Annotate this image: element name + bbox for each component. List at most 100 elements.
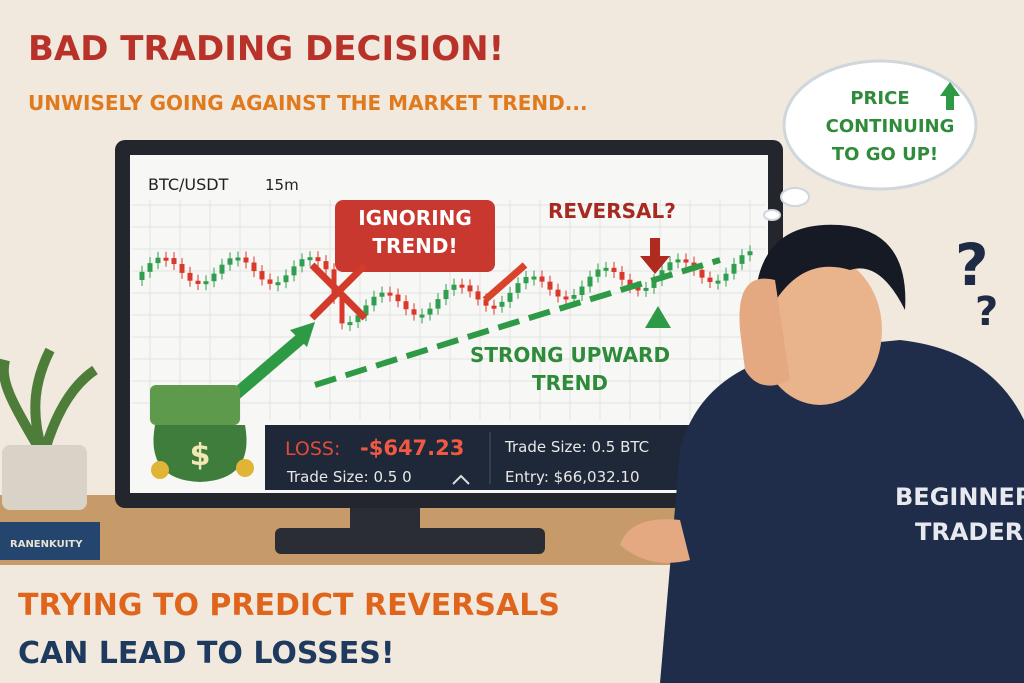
plant (0, 347, 98, 510)
candle (355, 315, 361, 323)
person: ? ? (620, 224, 1024, 683)
trend-label: TREND (532, 371, 608, 395)
candle (675, 259, 681, 263)
candle (467, 285, 473, 292)
candle (323, 261, 329, 270)
candle (459, 284, 465, 288)
candle (267, 279, 273, 284)
cross (309, 262, 368, 321)
candle (747, 251, 753, 256)
candle (547, 281, 553, 290)
trend-line (314, 257, 721, 388)
candle (435, 299, 441, 309)
up-marker (645, 306, 671, 328)
candle (227, 258, 233, 265)
candle (723, 273, 729, 281)
candle (291, 266, 297, 276)
trade-size: Trade Size: 0.5 0 (286, 468, 412, 486)
candle (339, 298, 345, 324)
candle (475, 291, 481, 300)
svg-text:$: $ (190, 438, 211, 473)
candle (651, 280, 657, 288)
trend-label: STRONG UPWARD (470, 343, 670, 367)
candle (307, 257, 313, 261)
candle (371, 296, 377, 306)
candle (555, 289, 561, 297)
money-bag: $ (150, 322, 315, 482)
candle (451, 284, 457, 290)
candle (347, 322, 353, 326)
candle (531, 276, 537, 280)
timeframe: 15m (265, 176, 299, 194)
candle (387, 292, 393, 296)
candle (419, 314, 425, 318)
candle (491, 305, 497, 309)
candle (483, 299, 489, 306)
bubble-dot (780, 187, 810, 207)
candle (275, 282, 281, 286)
svg-text:?: ? (955, 231, 989, 299)
candle (499, 301, 505, 307)
footer-line: TRYING TO PREDICT REVERSALS (18, 588, 560, 623)
candle (667, 262, 673, 271)
candle (259, 271, 265, 280)
candle (523, 276, 529, 284)
candle (403, 301, 409, 310)
candle (699, 269, 705, 278)
candle (187, 272, 193, 281)
footer-line: CAN LEAD TO LOSSES! (18, 636, 395, 671)
candle (507, 292, 513, 302)
hoodie-text: BEGINNER (895, 483, 1024, 511)
candle (427, 308, 433, 315)
candle (715, 280, 721, 284)
candle (147, 263, 153, 272)
chevron[interactable] (452, 474, 470, 485)
subtitle: UNWISELY GOING AGAINST THE MARKET TREND.… (28, 91, 588, 115)
book (0, 522, 100, 560)
candle (363, 305, 369, 316)
candle (219, 264, 225, 274)
candle (627, 279, 633, 288)
candle (563, 296, 569, 300)
candle (571, 295, 577, 299)
loss-label: LOSS: (285, 438, 340, 460)
entry: Entry: $66,032.10 (505, 468, 640, 486)
monitor-base (275, 528, 545, 554)
candle (163, 257, 169, 261)
trade-size: Trade Size: 0.5 BTC (504, 438, 649, 456)
candle (683, 259, 689, 263)
candle (443, 289, 449, 300)
candle (155, 257, 161, 264)
candle (515, 283, 521, 293)
candle (539, 276, 545, 282)
candle (251, 262, 257, 272)
thought-line: PRICE (850, 88, 909, 109)
candle (195, 280, 201, 284)
callout: IGNORING TREND! (358, 206, 472, 258)
candle (707, 277, 713, 283)
candle (411, 309, 417, 315)
candle (587, 276, 593, 287)
candle (643, 287, 649, 291)
thought-line: TO GO UP! (832, 144, 938, 165)
candle (299, 259, 305, 267)
svg-text:?: ? (975, 289, 998, 335)
candle (611, 267, 617, 273)
loss-value: -$647.23 (360, 436, 464, 460)
hoodie-text: TRADER (915, 518, 1023, 546)
red-arrow (482, 262, 528, 303)
candle (211, 273, 217, 282)
pair: BTC/USDT (148, 175, 229, 194)
thought-line: CONTINUING (826, 116, 955, 137)
candle (739, 255, 745, 264)
candle (731, 263, 737, 274)
candle (635, 287, 641, 291)
thought-bubble (782, 59, 978, 191)
question: REVERSAL? (548, 199, 676, 223)
bubble-dot (763, 209, 781, 221)
candle (619, 272, 625, 280)
title: BAD TRADING DECISION! (28, 29, 504, 69)
info-panel (265, 425, 690, 490)
book-title: RANENKUITY (10, 539, 83, 550)
